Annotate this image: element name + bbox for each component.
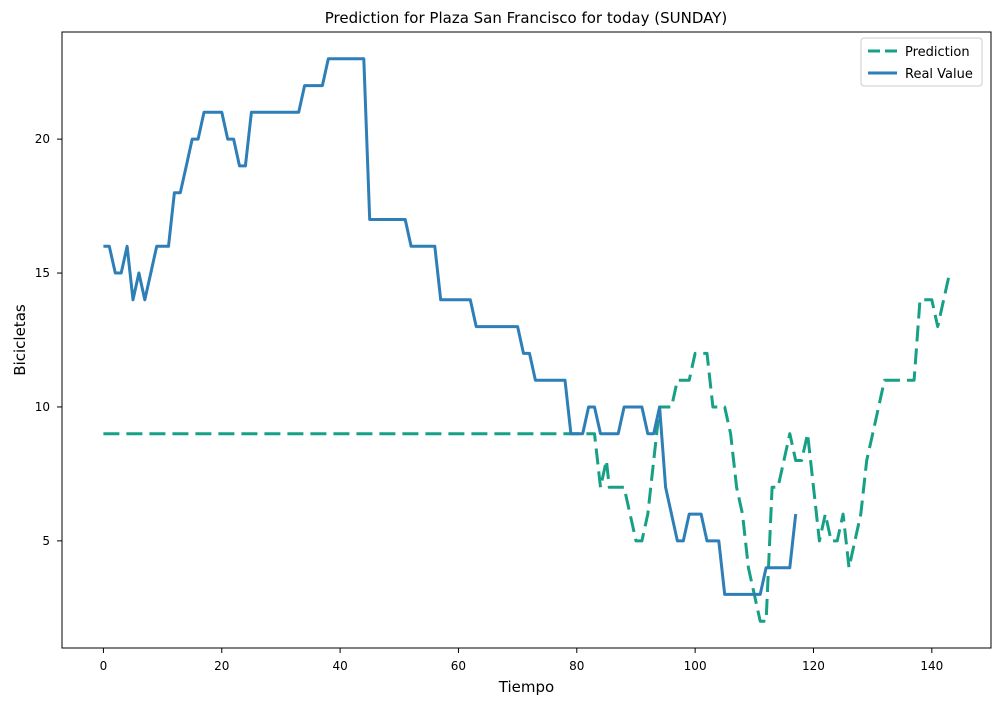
x-tick-label: 0 xyxy=(100,659,108,673)
plot-frame xyxy=(61,31,992,649)
x-tick-label: 100 xyxy=(684,659,707,673)
y-tick-label: 10 xyxy=(35,400,50,414)
x-tick-label: 40 xyxy=(332,659,347,673)
x-tick-label: 60 xyxy=(451,659,466,673)
x-tick-label: 80 xyxy=(569,659,584,673)
legend-label: Real Value xyxy=(905,67,973,82)
y-tick-label: 20 xyxy=(35,132,50,146)
x-tick-label: 140 xyxy=(920,659,943,673)
x-axis-label: Tiempo xyxy=(498,678,554,696)
chart-title: Prediction for Plaza San Francisco for t… xyxy=(325,9,728,27)
y-tick-label: 5 xyxy=(42,534,50,548)
x-axis: 0 20 40 60 80 100 120 140 xyxy=(100,648,943,673)
x-tick-label: 120 xyxy=(802,659,825,673)
legend-label: Prediction xyxy=(905,45,970,60)
y-axis: 5 10 15 20 xyxy=(35,132,62,548)
series-line-real-value xyxy=(103,57,798,596)
y-axis-label: Bicicletas xyxy=(11,304,29,376)
legend: Prediction Real Value xyxy=(860,37,983,87)
x-tick-label: 20 xyxy=(214,659,229,673)
y-tick-label: 15 xyxy=(35,266,50,280)
series-line-prediction xyxy=(103,272,952,623)
plot-area xyxy=(61,31,992,649)
